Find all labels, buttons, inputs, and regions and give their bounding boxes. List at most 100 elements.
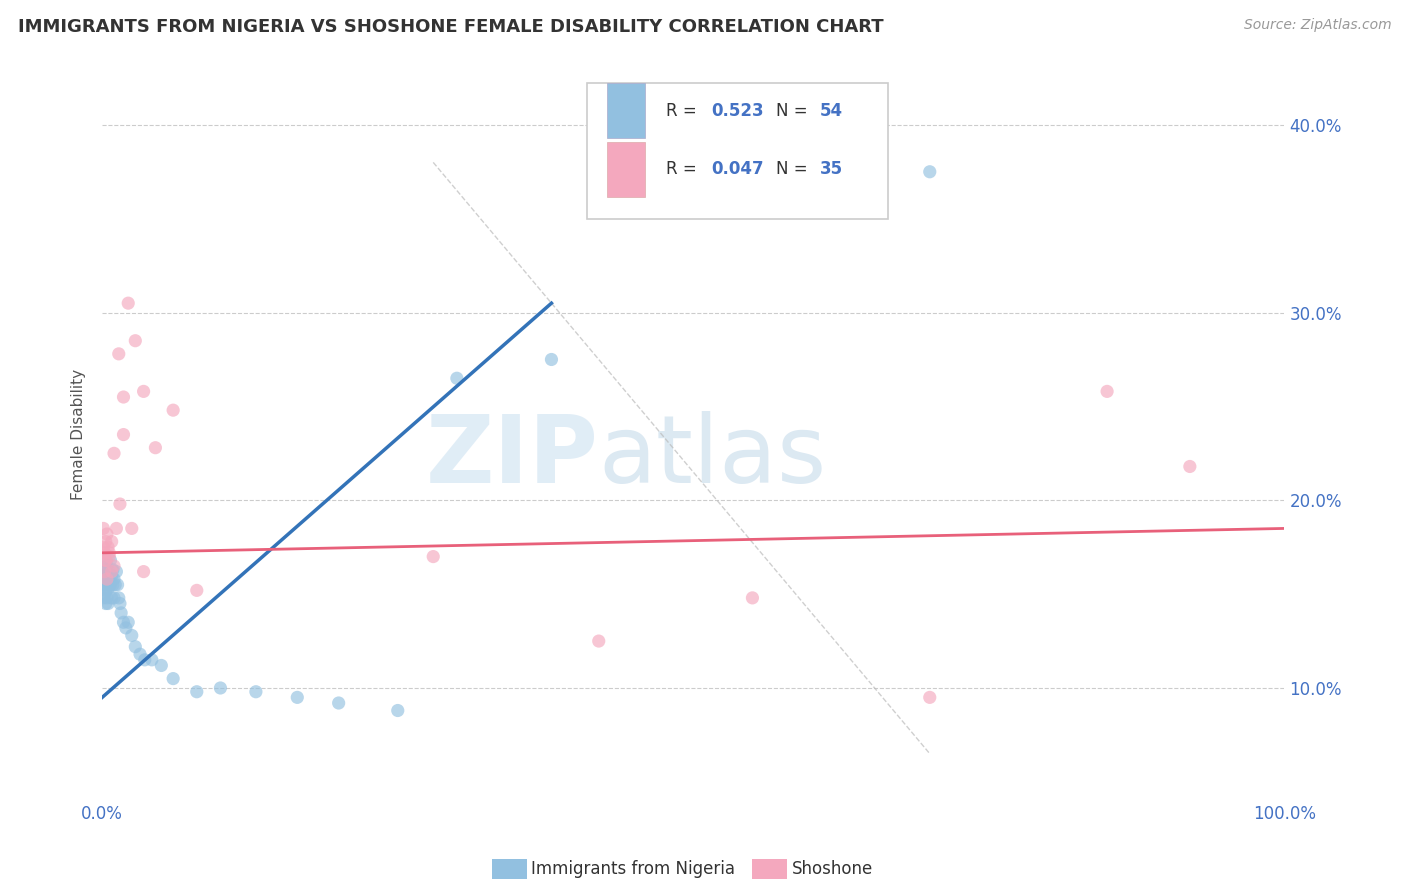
- Text: N =: N =: [776, 161, 807, 178]
- Point: [96, 558, 118, 573]
- Point: [285, 690, 308, 705]
- Point: [588, 634, 610, 648]
- Point: [96, 572, 118, 586]
- Point: [112, 390, 135, 404]
- Text: 0.523: 0.523: [711, 102, 763, 120]
- Point: [94, 553, 117, 567]
- Point: [94, 597, 117, 611]
- Text: R =: R =: [666, 161, 697, 178]
- Point: [132, 565, 155, 579]
- Point: [108, 497, 131, 511]
- Point: [93, 540, 115, 554]
- Point: [108, 597, 131, 611]
- FancyBboxPatch shape: [607, 142, 645, 196]
- Point: [93, 568, 115, 582]
- Point: [98, 578, 121, 592]
- Text: 35: 35: [820, 161, 844, 178]
- Point: [124, 640, 146, 654]
- Y-axis label: Female Disability: Female Disability: [72, 369, 86, 500]
- Point: [105, 565, 128, 579]
- Point: [97, 540, 120, 554]
- Point: [682, 202, 704, 217]
- Point: [96, 572, 118, 586]
- Point: [132, 384, 155, 399]
- Point: [107, 591, 129, 605]
- Point: [93, 521, 115, 535]
- Point: [328, 696, 350, 710]
- Text: 54: 54: [820, 102, 844, 120]
- Point: [107, 578, 129, 592]
- Point: [134, 653, 156, 667]
- Point: [98, 546, 121, 560]
- Point: [162, 672, 184, 686]
- Point: [93, 572, 115, 586]
- Point: [162, 403, 184, 417]
- Point: [105, 521, 128, 535]
- Point: [94, 553, 117, 567]
- Point: [103, 558, 125, 573]
- Point: [100, 578, 122, 592]
- Point: [101, 563, 124, 577]
- Point: [741, 591, 763, 605]
- Point: [93, 563, 115, 577]
- Point: [103, 591, 125, 605]
- Point: [94, 534, 117, 549]
- Point: [93, 591, 115, 605]
- Point: [1178, 459, 1201, 474]
- Point: [97, 568, 120, 582]
- Point: [186, 684, 208, 698]
- Point: [121, 628, 143, 642]
- Point: [94, 553, 117, 567]
- Point: [100, 534, 122, 549]
- Point: [93, 565, 115, 579]
- Text: Source: ZipAtlas.com: Source: ZipAtlas.com: [1244, 18, 1392, 32]
- Point: [98, 549, 121, 564]
- Point: [101, 578, 124, 592]
- Point: [103, 572, 125, 586]
- Point: [117, 296, 139, 310]
- Point: [93, 587, 115, 601]
- Text: atlas: atlas: [599, 410, 827, 502]
- FancyBboxPatch shape: [586, 83, 889, 219]
- Point: [186, 583, 208, 598]
- Text: 0.047: 0.047: [711, 161, 763, 178]
- Point: [918, 165, 941, 179]
- Point: [96, 527, 118, 541]
- Point: [94, 574, 117, 588]
- Point: [93, 578, 115, 592]
- Point: [94, 565, 117, 579]
- Text: N =: N =: [776, 102, 807, 120]
- Point: [141, 653, 163, 667]
- Point: [121, 521, 143, 535]
- Point: [97, 582, 120, 596]
- Point: [150, 658, 173, 673]
- Point: [112, 427, 135, 442]
- Text: IMMIGRANTS FROM NIGERIA VS SHOSHONE FEMALE DISABILITY CORRELATION CHART: IMMIGRANTS FROM NIGERIA VS SHOSHONE FEMA…: [18, 18, 884, 36]
- Point: [145, 441, 167, 455]
- Point: [124, 334, 146, 348]
- Point: [115, 621, 138, 635]
- Point: [129, 647, 152, 661]
- Point: [117, 615, 139, 630]
- Point: [918, 690, 941, 705]
- Point: [98, 565, 121, 579]
- Point: [97, 597, 120, 611]
- Point: [104, 578, 127, 592]
- Point: [110, 606, 132, 620]
- Point: [93, 546, 115, 560]
- Point: [100, 591, 122, 605]
- Text: ZIP: ZIP: [426, 410, 599, 502]
- Point: [1095, 384, 1118, 399]
- Point: [446, 371, 468, 385]
- Point: [100, 568, 122, 582]
- Point: [93, 578, 115, 592]
- Point: [100, 553, 122, 567]
- FancyBboxPatch shape: [607, 83, 645, 138]
- Point: [103, 446, 125, 460]
- Point: [112, 615, 135, 630]
- Point: [107, 347, 129, 361]
- Point: [96, 591, 118, 605]
- Point: [387, 704, 409, 718]
- Point: [422, 549, 444, 564]
- Point: [245, 684, 267, 698]
